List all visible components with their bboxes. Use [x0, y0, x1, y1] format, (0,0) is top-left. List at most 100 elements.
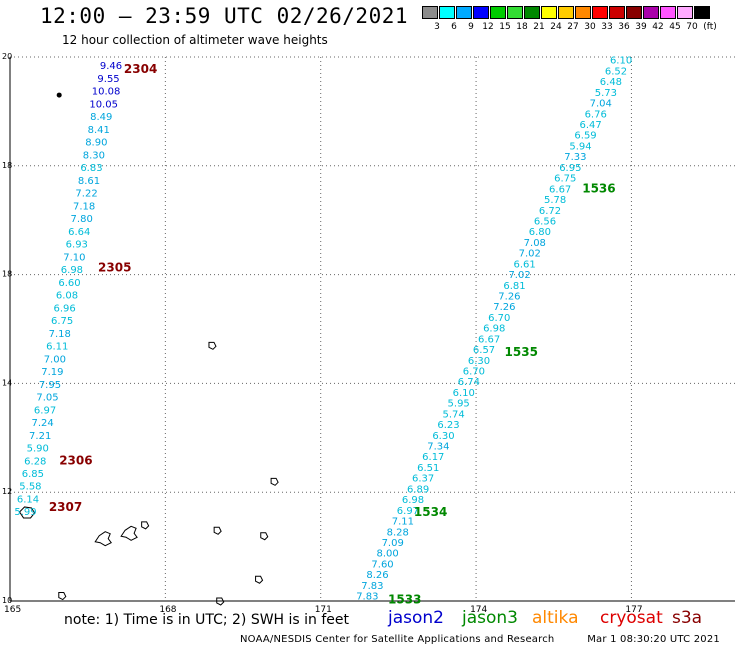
legend-swatch [575, 6, 591, 19]
legend-swatch [694, 6, 710, 19]
legend-label: 21 [533, 22, 545, 32]
track-time-label: 2306 [59, 454, 92, 468]
island-shape [216, 597, 225, 606]
legend-swatch [541, 6, 557, 19]
wave-height-reading: 8.90 [85, 138, 107, 149]
satellite-jason3: jason3 [462, 608, 518, 628]
wave-height-reading: 7.00 [44, 354, 66, 365]
legend-swatch [490, 6, 506, 19]
wave-height-reading: 6.67 [478, 334, 500, 345]
wave-height-reading: 8.49 [90, 112, 112, 123]
wave-height-reading: 6.23 [437, 420, 459, 431]
credit-text: NOAA/NESDIS Center for Satellite Applica… [240, 634, 555, 645]
wave-height-reading: 5.58 [19, 482, 41, 493]
track-time-label: 1534 [414, 505, 447, 519]
wave-height-reading: 6.74 [458, 377, 480, 388]
wave-height-reading: 7.18 [73, 201, 95, 212]
wave-height-reading: 6.48 [600, 77, 622, 88]
wave-height-reading: 6.60 [58, 278, 80, 289]
longitude-tick-label: 171 [315, 605, 332, 615]
generated-timestamp: Mar 1 08:30:20 UTC 2021 [587, 634, 720, 645]
wave-height-reading: 6.76 [585, 109, 607, 120]
wave-height-reading: 6.83 [80, 163, 102, 174]
legend-swatch [592, 6, 608, 19]
legend-swatch [456, 6, 472, 19]
legend-swatch [660, 6, 676, 19]
wave-height-reading: 8.00 [376, 549, 398, 560]
wave-height-reading: 7.33 [564, 152, 586, 163]
wave-height-reading: 7.83 [356, 592, 378, 603]
wave-height-reading: 5.94 [569, 141, 591, 152]
wave-height-reading: 5.73 [595, 88, 617, 99]
legend-label: 6 [451, 22, 457, 32]
wave-height-reading: 6.30 [468, 356, 490, 367]
island-shape [56, 92, 62, 98]
legend-swatch [626, 6, 642, 19]
legend-swatch [677, 6, 693, 19]
legend-label: 3 [434, 22, 440, 32]
latitude-tick-label: 20 [2, 52, 12, 61]
wave-height-reading: 6.85 [22, 469, 44, 480]
wave-height-reading: 7.08 [524, 238, 546, 249]
wave-height-reading: 6.98 [483, 324, 505, 335]
legend-swatch [558, 6, 574, 19]
satellite-altika: altika [532, 608, 579, 628]
longitude-tick-label: 165 [4, 605, 21, 615]
wave-height-reading: 7.05 [36, 393, 58, 404]
wave-height-reading: 7.02 [508, 270, 530, 281]
wave-height-reading: 6.10 [453, 388, 475, 399]
legend-label: 18 [516, 22, 528, 32]
wave-height-reading: 6.95 [559, 163, 581, 174]
legend-label: 27 [567, 22, 579, 32]
track-time-label: 2304 [124, 62, 157, 76]
latitude-tick-label: 14 [2, 378, 12, 387]
legend-label: 9 [468, 22, 474, 32]
island-shape [270, 477, 279, 486]
legend-unit: (ft) [703, 22, 717, 32]
wave-height-reading: 6.51 [417, 463, 439, 474]
wave-height-reading: 7.09 [382, 538, 404, 549]
wave-height-reading: 6.98 [402, 495, 424, 506]
wave-height-reading: 7.83 [361, 581, 383, 592]
wave-height-reading: 6.97 [34, 405, 56, 416]
island-shape [94, 531, 112, 547]
legend-swatch [609, 6, 625, 19]
latitude-tick-label: 18 [2, 270, 12, 279]
wave-height-reading: 6.28 [24, 456, 46, 467]
legend-label: 30 [584, 22, 596, 32]
wave-height-reading: 6.97 [397, 506, 419, 517]
wave-height-reading: 10.05 [89, 99, 118, 110]
satellite-jason2: jason2 [388, 608, 444, 628]
wave-height-reading: 6.67 [549, 184, 571, 195]
latitude-tick-label: 18 [2, 161, 12, 170]
wave-height-reading: 5.78 [544, 195, 566, 206]
wave-height-reading: 6.75 [554, 174, 576, 185]
legend-label: 39 [635, 22, 647, 32]
wave-height-reading: 6.52 [605, 66, 627, 77]
wave-height-reading: 6.11 [46, 342, 68, 353]
wave-height-reading: 7.10 [63, 252, 85, 263]
wave-height-reading: 6.70 [463, 367, 485, 378]
island-shape [58, 592, 67, 601]
wave-height-reading: 7.95 [39, 380, 61, 391]
wave-height-reading: 6.64 [68, 227, 90, 238]
wave-height-reading: 6.80 [529, 227, 551, 238]
legend-label: 36 [618, 22, 630, 32]
wave-height-reading: 8.30 [83, 150, 105, 161]
wave-height-reading: 6.93 [66, 240, 88, 251]
wave-height-reading: 6.59 [574, 131, 596, 142]
wave-height-reading: 5.95 [448, 399, 470, 410]
island-shape [213, 526, 222, 535]
wave-height-reading: 6.70 [488, 313, 510, 324]
wave-height-reading: 7.80 [71, 214, 93, 225]
wave-height-reading: 6.17 [422, 452, 444, 463]
wave-height-reading: 7.21 [29, 431, 51, 442]
wave-height-reading: 6.72 [539, 206, 561, 217]
track-time-label: 2305 [98, 260, 131, 274]
island-shape [260, 532, 269, 541]
wave-height-reading: 6.37 [412, 474, 434, 485]
wave-height-reading: 8.61 [78, 176, 100, 187]
wave-height-reading: 10.08 [92, 87, 121, 98]
wave-height-reading: 6.10 [610, 56, 632, 67]
